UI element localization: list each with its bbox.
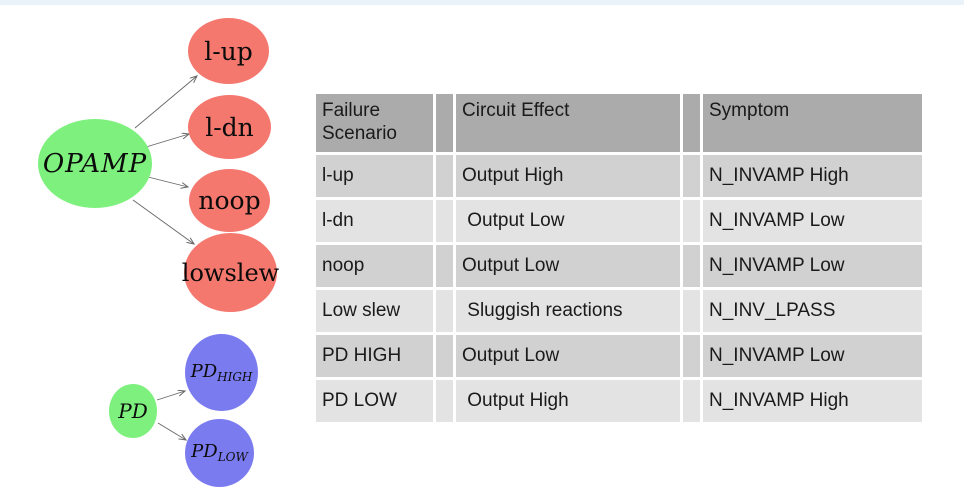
cell-symptom: N_INVAMP High [703,380,922,422]
cell-failure-scenario: noop [316,245,433,287]
edge-opamp-ldn [145,134,189,148]
cell-spacer [683,290,700,332]
failure-table: Failure Scenario Circuit Effect Symptom … [316,94,922,422]
cell-spacer [436,380,453,422]
header-failure-scenario: Failure Scenario [316,94,433,152]
cell-failure-scenario: Low slew [316,290,433,332]
cell-spacer [683,245,700,287]
node-pd-high-sub: HIGH [217,370,253,385]
node-pd: PD [109,384,157,438]
edge-opamp-noop [147,176,188,187]
node-pd-high-main: PD [190,360,218,382]
cell-failure-scenario: PD HIGH [316,335,433,377]
header-symptom: Symptom [703,94,922,152]
node-opamp: OPAMP [38,119,152,208]
cell-circuit-effect: Output High [456,380,680,422]
cell-spacer [683,380,700,422]
node-pd-low-sub: LOW [217,450,248,465]
node-pd-low-label: PDLOW [191,441,248,464]
cell-circuit-effect: Sluggish reactions [456,290,680,332]
node-noop-label: noop [198,186,261,215]
header-spacer-2 [683,94,700,152]
node-pd-high: PDHIGH [185,334,258,411]
node-l-up: l-up [188,18,269,84]
cell-symptom: N_INV_LPASS [703,290,922,332]
node-pd-high-label: PDHIGH [191,361,253,384]
edge-pd-pdhigh [156,391,185,401]
cell-failure-scenario: l-up [316,155,433,197]
cell-symptom: N_INVAMP High [703,155,922,197]
node-l-up-label: l-up [204,36,253,66]
node-pd-label: PD [118,399,148,423]
cell-circuit-effect: Output Low [456,245,680,287]
node-lowslew: lowslew [181,233,280,312]
node-noop: noop [189,169,270,232]
cell-spacer [436,335,453,377]
cell-failure-scenario: l-dn [316,200,433,242]
header-circuit-effect: Circuit Effect [456,94,680,152]
cell-failure-scenario: PD LOW [316,380,433,422]
cell-spacer [436,155,453,197]
node-l-dn: l-dn [188,95,271,159]
cell-spacer [436,200,453,242]
header-spacer-1 [436,94,453,152]
cell-circuit-effect: Output Low [456,200,680,242]
cell-symptom: N_INVAMP Low [703,335,922,377]
cell-spacer [683,155,700,197]
cell-spacer [436,290,453,332]
node-opamp-label: OPAMP [42,148,148,179]
cell-spacer [683,335,700,377]
cell-circuit-effect: Output Low [456,335,680,377]
node-pd-low: PDLOW [185,419,254,487]
node-pd-low-main: PD [191,441,218,463]
edge-opamp-lup [134,76,197,129]
edge-opamp-lowslew [132,199,194,244]
cell-symptom: N_INVAMP Low [703,245,922,287]
cell-spacer [436,245,453,287]
cell-symptom: N_INVAMP Low [703,200,922,242]
window-top-border [0,0,964,5]
cell-circuit-effect: Output High [456,155,680,197]
cell-spacer [683,200,700,242]
node-l-dn-label: l-dn [205,112,254,142]
edge-pd-pdlow [157,422,186,440]
node-lowslew-label: lowslew [181,258,280,287]
